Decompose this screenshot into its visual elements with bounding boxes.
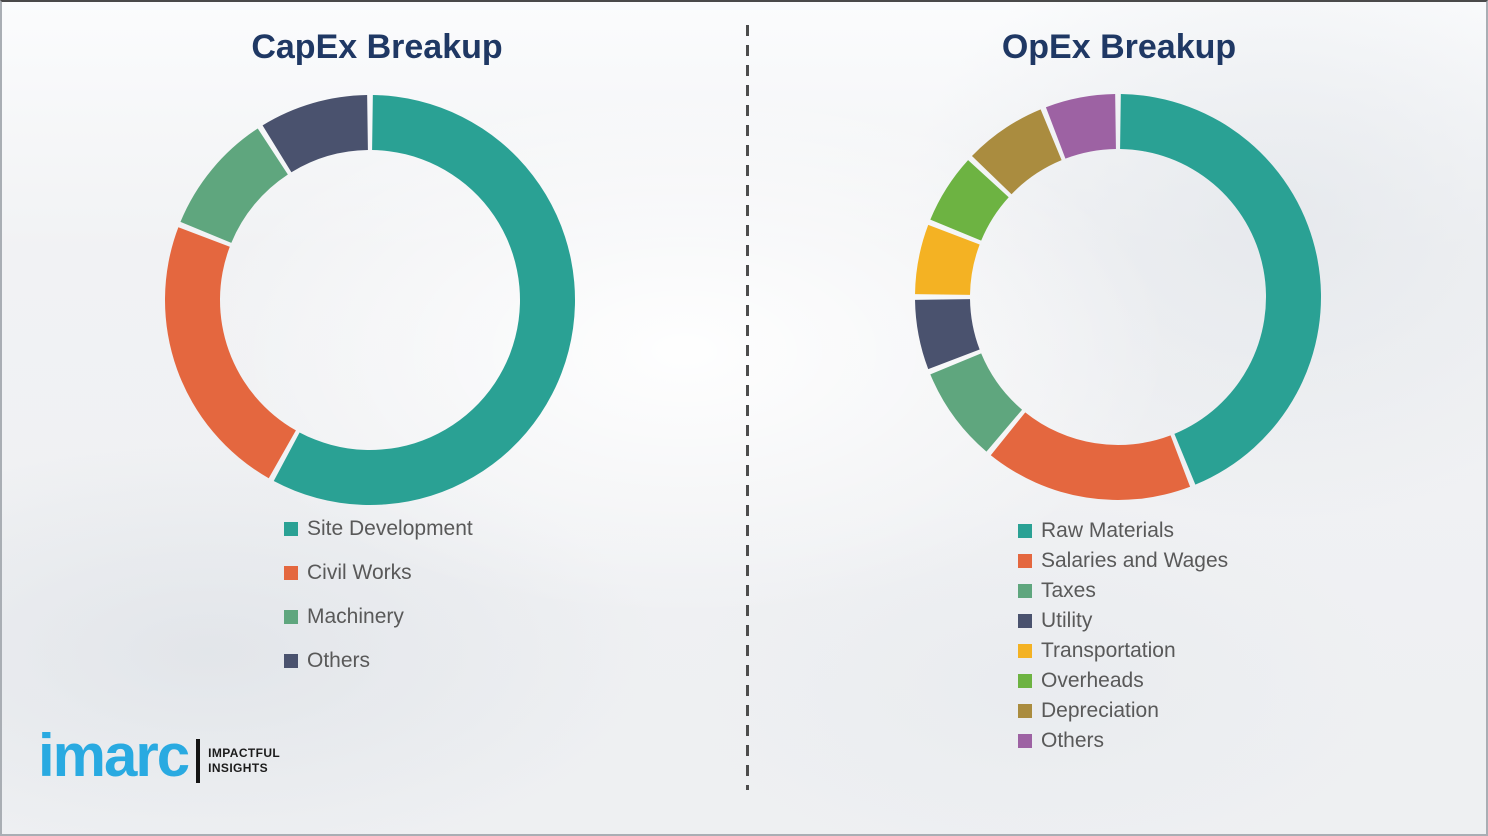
- legend-item-civil-works: Civil Works: [284, 551, 473, 595]
- legend-label: Machinery: [307, 605, 404, 628]
- donut-segment-machinery: [180, 128, 288, 243]
- opex-donut-chart: [915, 94, 1321, 501]
- opex-chart-title: OpEx Breakup: [1001, 28, 1237, 66]
- legend-swatch: [284, 522, 298, 536]
- legend-label: Others: [307, 649, 371, 672]
- legend-item-depreciation: Depreciation: [1018, 696, 1228, 726]
- donut-segment-raw-materials: [1120, 94, 1321, 485]
- donut-segment-civil-works: [164, 227, 296, 479]
- legend-label: Utility: [1041, 609, 1093, 632]
- legend-swatch: [284, 566, 298, 580]
- legend-swatch: [1018, 524, 1032, 538]
- legend-swatch: [1018, 674, 1032, 688]
- legend-swatch: [284, 654, 298, 668]
- legend-item-utility: Utility: [1018, 606, 1228, 636]
- legend-swatch: [1018, 614, 1032, 628]
- legend-item-transportation: Transportation: [1018, 636, 1228, 666]
- legend-swatch: [284, 610, 298, 624]
- legend-label: Civil Works: [307, 561, 412, 584]
- legend-label: Transportation: [1041, 639, 1176, 662]
- legend-label: Others: [1041, 729, 1105, 752]
- legend-item-others: Others: [1018, 726, 1228, 756]
- legend-swatch: [1018, 734, 1032, 748]
- capex-chart-title: CapEx Breakup: [251, 28, 503, 66]
- legend-swatch: [1018, 644, 1032, 658]
- legend-item-others: Others: [284, 639, 473, 683]
- logo-divider-bar: [196, 739, 201, 783]
- legend-item-raw-materials: Raw Materials: [1018, 516, 1228, 546]
- logo-tagline: IMPACTFUL INSIGHTS: [208, 746, 280, 776]
- opex-legend: Raw Materials Salaries and Wages Taxes Util…: [1018, 516, 1228, 756]
- legend-label: Site Development: [307, 517, 473, 540]
- donut-segment-salaries-and-wages: [990, 412, 1191, 501]
- logo-tagline-line1: IMPACTFUL: [208, 746, 281, 760]
- imarc-logo: imarc IMPACTFUL INSIGHTS: [38, 726, 280, 786]
- legend-item-machinery: Machinery: [284, 595, 473, 639]
- legend-label: Raw Materials: [1041, 519, 1175, 542]
- legend-item-site-development: Site Development: [284, 507, 473, 551]
- legend-item-salaries-and-wages: Salaries and Wages: [1018, 546, 1228, 576]
- legend-label: Taxes: [1041, 579, 1096, 602]
- capex-donut-chart: [164, 95, 576, 506]
- legend-item-overheads: Overheads: [1018, 666, 1228, 696]
- legend-item-taxes: Taxes: [1018, 576, 1228, 606]
- imarc-logo-text: imarc: [38, 722, 190, 789]
- legend-swatch: [1018, 554, 1032, 568]
- legend-swatch: [1018, 704, 1032, 718]
- logo-tagline-line2: INSIGHTS: [208, 761, 268, 775]
- legend-label: Overheads: [1041, 669, 1144, 692]
- capex-legend: Site Development Civil Works Machinery Othe…: [284, 507, 473, 683]
- legend-label: Salaries and Wages: [1041, 549, 1229, 572]
- legend-label: Depreciation: [1041, 699, 1159, 722]
- legend-swatch: [1018, 584, 1032, 598]
- section-divider-dashed-line: [746, 25, 749, 790]
